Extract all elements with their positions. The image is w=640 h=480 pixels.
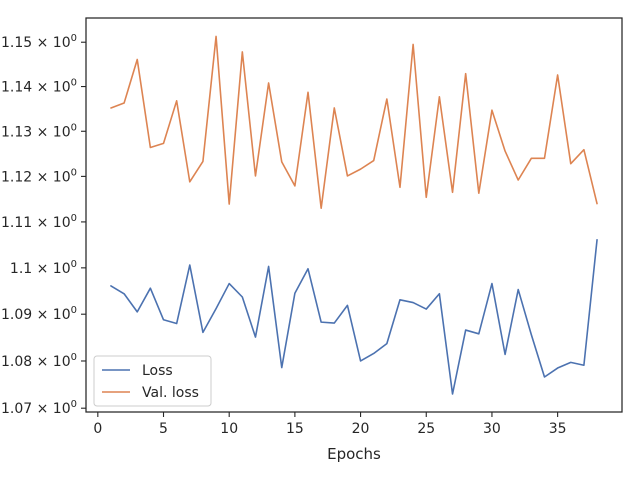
x-tick-label: 15 (286, 421, 304, 437)
y-tick-label: 1.07 × 100 (1, 399, 77, 417)
x-tick-label: 25 (417, 421, 435, 437)
x-tick-label: 10 (220, 421, 238, 437)
x-tick-label: 5 (159, 421, 168, 437)
y-tick-label: 1.13 × 100 (1, 122, 77, 140)
legend-entry: Loss (142, 363, 173, 379)
x-tick-label: 20 (352, 421, 370, 437)
legend-box (93, 355, 212, 407)
y-tick-label: 1.1 × 100 (10, 259, 77, 277)
x-tick-label: 30 (483, 421, 501, 437)
x-axis: 0 5 10 15 20 25 30 35 (93, 412, 567, 437)
y-tick-label: 1.12 × 100 (1, 167, 77, 185)
y-tick-label: 1.08 × 100 (1, 352, 77, 370)
series-layer (110, 35, 598, 395)
plot-frame (85, 17, 623, 413)
y-tick-label: 1.15 × 100 (1, 33, 77, 51)
legend: Loss Val. loss (93, 355, 212, 407)
y-tick-label: 1.11 × 100 (1, 213, 77, 231)
series-line-loss (110, 238, 598, 395)
series-line-val-loss (110, 35, 598, 210)
y-axis: 1.07 × 100 1.08 × 100 1.09 × 100 1.1 × 100 1… (1, 33, 86, 417)
x-tick-label: 35 (549, 421, 567, 437)
y-tick-label: 1.14 × 100 (1, 78, 77, 96)
x-tick-label: 0 (93, 421, 102, 437)
x-axis-label: Epochs (327, 445, 381, 463)
y-tick-label: 1.09 × 100 (1, 305, 77, 323)
legend-entry: Val. loss (142, 385, 199, 401)
